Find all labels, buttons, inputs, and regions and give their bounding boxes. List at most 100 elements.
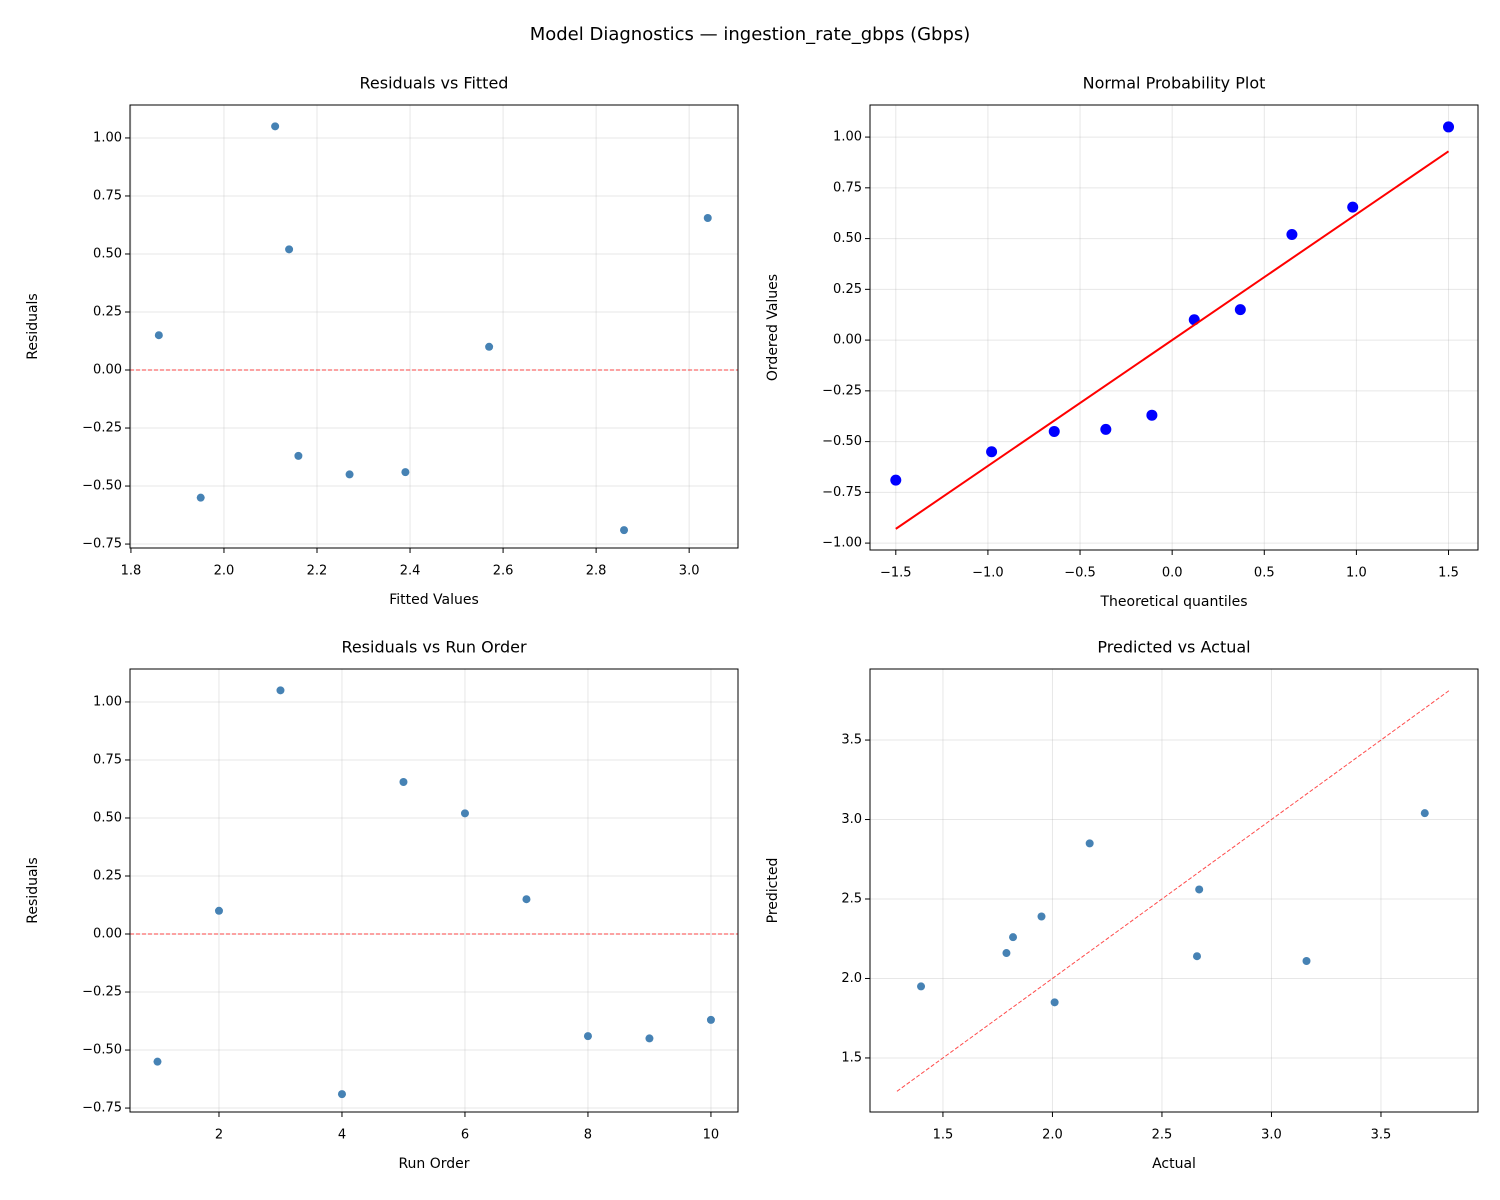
point bbox=[1195, 885, 1204, 894]
point bbox=[1192, 952, 1201, 961]
y-tick-label: 1.00 bbox=[833, 130, 862, 145]
x-tick-label: 3.0 bbox=[1261, 1128, 1282, 1143]
plot-frame bbox=[869, 104, 1479, 551]
y-tick-label: 0.50 bbox=[93, 246, 122, 261]
fit-line bbox=[895, 150, 1450, 530]
x-axis-label: Fitted Values bbox=[389, 592, 479, 608]
point bbox=[276, 686, 285, 695]
point bbox=[399, 778, 408, 787]
point bbox=[522, 895, 531, 904]
y-tick-label: −0.25 bbox=[822, 383, 862, 398]
point bbox=[196, 493, 205, 502]
y-tick-label: −0.25 bbox=[82, 421, 122, 436]
x-tick-label: 10 bbox=[703, 1128, 720, 1143]
x-axis-label: Run Order bbox=[398, 1156, 469, 1172]
y-tick-label: 0.75 bbox=[833, 180, 862, 195]
y-tick-label: 1.5 bbox=[841, 1050, 862, 1065]
y-tick-label: −0.75 bbox=[82, 537, 122, 552]
point bbox=[1100, 423, 1112, 435]
y-tick-label: −0.50 bbox=[82, 1043, 122, 1058]
x-tick-label: 2.8 bbox=[586, 564, 607, 579]
x-tick-label: 2 bbox=[215, 1128, 223, 1143]
point bbox=[583, 1032, 592, 1041]
figure-title: Model Diagnostics — ingestion_rate_gbps … bbox=[530, 24, 971, 45]
x-tick-label: 3.5 bbox=[1371, 1128, 1392, 1143]
y-tick-label: −0.25 bbox=[82, 985, 122, 1000]
point bbox=[1050, 998, 1059, 1007]
plot-title: Residuals vs Fitted bbox=[360, 74, 509, 93]
point bbox=[1188, 314, 1200, 326]
x-tick-label: 3.0 bbox=[679, 564, 700, 579]
y-axis-label: Predicted bbox=[765, 858, 781, 924]
x-axis-label: Actual bbox=[1152, 1156, 1196, 1172]
x-tick-label: −1.5 bbox=[880, 566, 912, 581]
y-tick-label: 0.25 bbox=[833, 282, 862, 297]
x-tick-label: 2.4 bbox=[400, 564, 421, 579]
point bbox=[1302, 956, 1311, 965]
plot-title: Normal Probability Plot bbox=[1083, 74, 1266, 93]
y-tick-label: 2.5 bbox=[841, 892, 862, 907]
plot-frame bbox=[129, 668, 739, 1113]
y-tick-label: −0.75 bbox=[82, 1101, 122, 1116]
x-axis-label: Theoretical quantiles bbox=[1099, 594, 1247, 610]
point bbox=[214, 906, 223, 915]
x-tick-label: 1.5 bbox=[1438, 566, 1459, 581]
point bbox=[337, 1090, 346, 1099]
y-tick-label: −1.00 bbox=[822, 536, 862, 551]
y-tick-label: −0.50 bbox=[822, 434, 862, 449]
x-tick-label: 1.0 bbox=[1346, 566, 1367, 581]
point bbox=[1085, 839, 1094, 848]
point bbox=[1347, 201, 1359, 213]
point bbox=[1443, 121, 1455, 133]
point bbox=[917, 982, 926, 991]
point bbox=[285, 245, 294, 254]
y-tick-label: 2.0 bbox=[841, 971, 862, 986]
y-axis-label: Ordered Values bbox=[765, 274, 781, 381]
x-tick-label: 2.2 bbox=[307, 564, 328, 579]
point bbox=[1009, 933, 1018, 942]
point bbox=[485, 342, 494, 351]
y-tick-label: 0.50 bbox=[833, 231, 862, 246]
y-tick-label: 0.75 bbox=[93, 752, 122, 767]
y-tick-label: 3.5 bbox=[841, 733, 862, 748]
y-tick-label: −0.75 bbox=[822, 485, 862, 500]
point bbox=[1002, 949, 1011, 958]
plot-title: Residuals vs Run Order bbox=[341, 638, 527, 657]
y-tick-label: 0.00 bbox=[93, 927, 122, 942]
x-tick-label: −0.5 bbox=[1064, 566, 1096, 581]
point bbox=[890, 474, 902, 486]
y-axis-label: Residuals bbox=[25, 857, 41, 923]
plot-title: Predicted vs Actual bbox=[1097, 638, 1250, 657]
y-tick-label: 1.00 bbox=[93, 694, 122, 709]
point bbox=[1037, 912, 1046, 921]
y-tick-label: 0.25 bbox=[93, 304, 122, 319]
y-tick-label: 0.00 bbox=[93, 363, 122, 378]
point bbox=[345, 470, 354, 479]
point bbox=[460, 809, 469, 818]
point bbox=[706, 1015, 715, 1024]
point bbox=[153, 1057, 162, 1066]
x-tick-label: 1.5 bbox=[933, 1128, 954, 1143]
point bbox=[1420, 809, 1429, 818]
point bbox=[703, 214, 712, 223]
y-tick-label: 1.00 bbox=[93, 130, 122, 145]
x-tick-label: −1.0 bbox=[972, 566, 1004, 581]
x-tick-label: 2.5 bbox=[1152, 1128, 1173, 1143]
point bbox=[271, 122, 280, 131]
point bbox=[986, 446, 998, 458]
y-tick-label: 0.50 bbox=[93, 810, 122, 825]
y-tick-label: −0.50 bbox=[82, 479, 122, 494]
point bbox=[1286, 229, 1298, 241]
x-tick-label: 2.6 bbox=[493, 564, 514, 579]
x-tick-label: 0.0 bbox=[1162, 566, 1183, 581]
y-tick-label: 0.75 bbox=[93, 188, 122, 203]
point bbox=[620, 526, 629, 535]
plot-frame bbox=[129, 104, 739, 549]
point bbox=[1048, 425, 1060, 437]
plot-frame bbox=[869, 668, 1479, 1113]
point bbox=[1234, 304, 1246, 316]
point bbox=[294, 451, 303, 460]
x-tick-label: 1.8 bbox=[121, 564, 142, 579]
